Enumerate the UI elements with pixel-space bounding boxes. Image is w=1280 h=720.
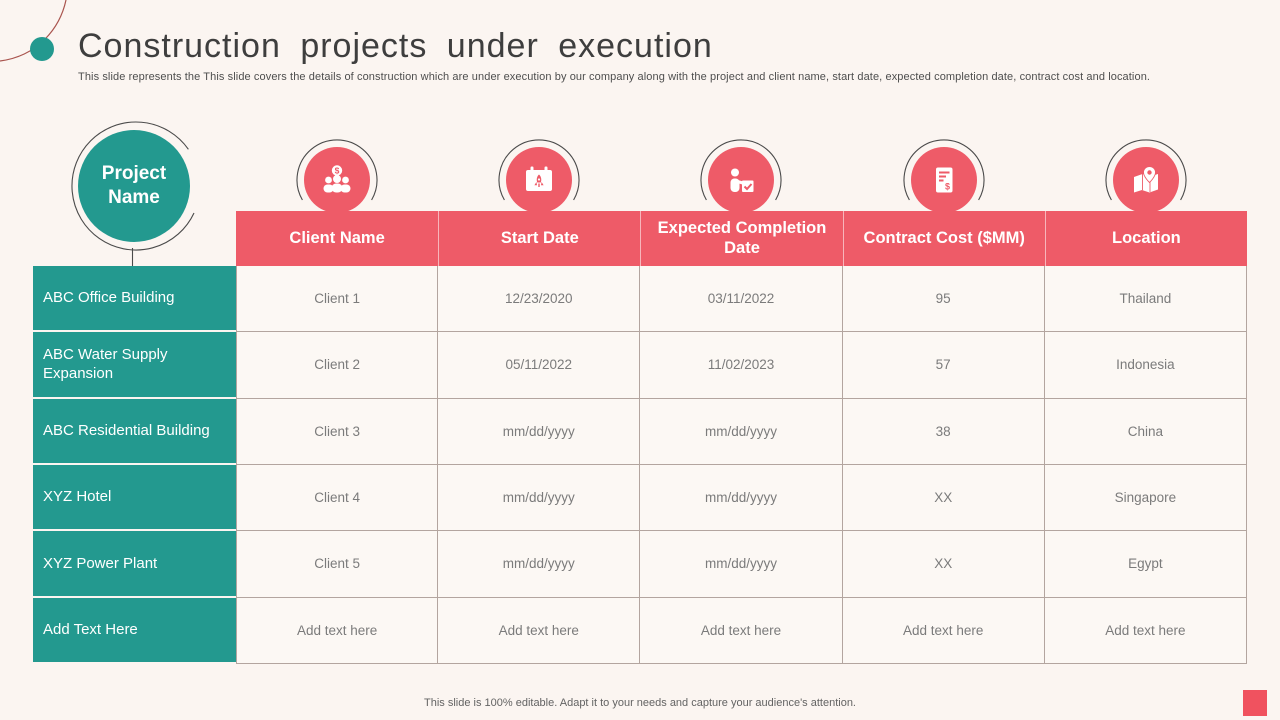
client-cell: Client 1 [236,266,439,333]
completion-date-cell: mm/dd/yyyy [640,398,843,465]
page-subtitle: This slide represents the This slide cov… [78,71,1151,84]
start-date-cell: mm/dd/yyyy [438,398,641,465]
completion-date-cell: mm/dd/yyyy [640,465,843,532]
page-title: Construction projects under execution [78,27,713,65]
project-cell: XYZ Hotel [33,465,236,532]
corner-accent-square [1243,690,1267,716]
clients-money-icon: $ [296,139,378,213]
completion-date-cell: 11/02/2023 [640,332,843,399]
title-block: Construction projects under execution Th… [78,27,1228,84]
completion-date-cell: Add text here [640,597,843,664]
location-cell: China [1044,398,1247,465]
accent-dot [30,37,54,61]
project-cell: ABC Office Building [33,266,236,333]
location-cell: Thailand [1044,266,1247,333]
cost-cell: XX [842,465,1045,532]
column-header-client-name: Client Name [236,211,439,266]
client-cell: Client 4 [236,465,439,532]
project-name-label: Project Name [101,163,167,208]
location-cell: Add text here [1044,597,1247,664]
corner-accent-curve [0,0,67,62]
cost-cell: Add text here [842,597,1045,664]
start-date-cell: mm/dd/yyyy [438,531,641,598]
completion-date-cell: mm/dd/yyyy [640,531,843,598]
client-cell: Client 3 [236,398,439,465]
start-date-cell: Add text here [438,597,641,664]
cost-cell: 95 [842,266,1045,333]
start-date-cell: 05/11/2022 [438,332,641,399]
column-header-expected-completion: Expected Completion Date [640,211,843,266]
map-pin-icon [1105,139,1187,213]
cost-cell: 57 [842,332,1045,399]
location-cell: Indonesia [1044,332,1247,399]
start-date-cell: 12/23/2020 [438,266,641,333]
svg-text:$: $ [945,182,950,192]
person-checklist-icon [700,139,782,213]
project-name-badge: Project Name [78,130,190,242]
project-cell: Add Text Here [33,597,236,664]
location-cell: Egypt [1044,531,1247,598]
column-header-contract-cost: Contract Cost ($MM) [842,211,1045,266]
project-cell: ABC Residential Building [33,398,236,465]
client-cell: Add text here [236,597,439,664]
cost-cell: 38 [842,398,1045,465]
column-header-location: Location [1044,211,1247,266]
client-cell: Client 2 [236,332,439,399]
project-cell: ABC Water Supply Expansion [33,332,236,399]
svg-text:$: $ [335,166,340,176]
column-header-start-date: Start Date [438,211,641,266]
location-cell: Singapore [1044,465,1247,532]
completion-date-cell: 03/11/2022 [640,266,843,333]
projects-table: Client Name Start Date Expected Completi… [33,211,1247,664]
calendar-rocket-icon [498,139,580,213]
start-date-cell: mm/dd/yyyy [438,465,641,532]
invoice-dollar-icon: $ [903,139,985,213]
project-cell: XYZ Power Plant [33,531,236,598]
header-spacer [33,211,236,266]
cost-cell: XX [842,531,1045,598]
project-name-outline-ring [71,121,195,266]
client-cell: Client 5 [236,531,439,598]
editable-note: This slide is 100% editable. Adapt it to… [424,697,856,709]
